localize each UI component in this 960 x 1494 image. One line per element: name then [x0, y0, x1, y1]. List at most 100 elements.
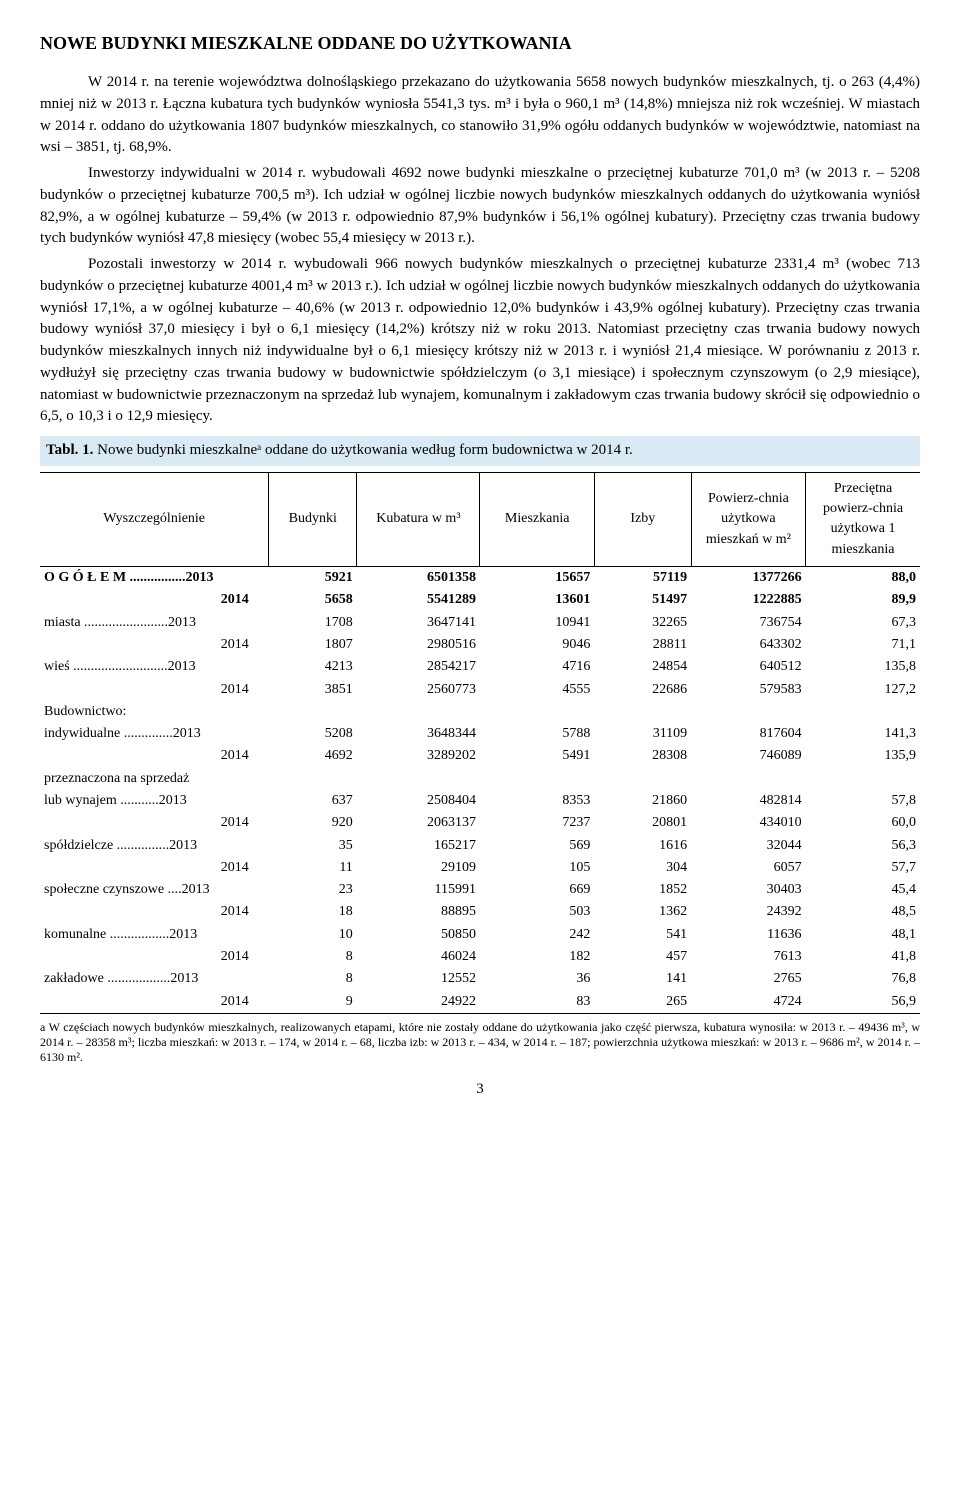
row-cell — [691, 701, 805, 723]
row-cell: 29109 — [357, 857, 480, 879]
row-cell: 3289202 — [357, 745, 480, 767]
row-cell: 2980516 — [357, 634, 480, 656]
row-cell: 8 — [269, 946, 357, 968]
table-row: 201438512560773455522686579583127,2 — [40, 679, 920, 701]
table-caption-body: Nowe budynki mieszkalneᵃ oddane do użytk… — [97, 442, 633, 458]
row-cell: 23 — [269, 879, 357, 901]
row-cell — [480, 701, 594, 723]
row-label: 2014 — [40, 946, 269, 968]
row-cell — [806, 701, 920, 723]
row-cell: 32265 — [594, 612, 691, 634]
row-cell: 32044 — [691, 835, 805, 857]
row-cell: 640512 — [691, 656, 805, 678]
row-cell: 7613 — [691, 946, 805, 968]
para-1: W 2014 r. na terenie województwa dolnośl… — [40, 72, 920, 159]
col-header-4: Izby — [594, 472, 691, 566]
row-label: społeczne czynszowe ....2013 — [40, 879, 269, 901]
page-number: 3 — [40, 1079, 920, 1101]
row-cell: 88895 — [357, 901, 480, 923]
row-cell: 637 — [269, 790, 357, 812]
row-cell: 2854217 — [357, 656, 480, 678]
table-row: 2014846024182457761341,8 — [40, 946, 920, 968]
row-cell: 24922 — [357, 991, 480, 1014]
row-cell: 817604 — [691, 723, 805, 745]
row-label: wieś ...........................2013 — [40, 656, 269, 678]
row-cell: 2765 — [691, 968, 805, 990]
row-label: komunalne .................2013 — [40, 924, 269, 946]
row-cell: 83 — [480, 991, 594, 1014]
table-row: spółdzielcze ...............201335165217… — [40, 835, 920, 857]
col-header-2: Kubatura w m³ — [357, 472, 480, 566]
row-cell: 3648344 — [357, 723, 480, 745]
row-cell: 736754 — [691, 612, 805, 634]
row-cell: 89,9 — [806, 589, 920, 611]
row-cell: 60,0 — [806, 812, 920, 834]
row-cell: 2508404 — [357, 790, 480, 812]
row-cell: 10 — [269, 924, 357, 946]
table-caption-prefix: Tabl. 1. — [46, 442, 97, 458]
row-cell — [806, 768, 920, 790]
row-cell: 20801 — [594, 812, 691, 834]
row-cell: 4692 — [269, 745, 357, 767]
row-cell: 242 — [480, 924, 594, 946]
row-label: 2014 — [40, 812, 269, 834]
row-cell: 48,1 — [806, 924, 920, 946]
row-cell: 1616 — [594, 835, 691, 857]
row-cell: 8353 — [480, 790, 594, 812]
row-label: 2014 — [40, 857, 269, 879]
row-cell: 28308 — [594, 745, 691, 767]
row-cell: 5788 — [480, 723, 594, 745]
row-cell: 12552 — [357, 968, 480, 990]
row-cell: 67,3 — [806, 612, 920, 634]
row-cell — [594, 701, 691, 723]
row-cell: 1708 — [269, 612, 357, 634]
row-cell: 920 — [269, 812, 357, 834]
row-cell: 13601 — [480, 589, 594, 611]
row-cell — [357, 701, 480, 723]
row-cell: 30403 — [691, 879, 805, 901]
col-header-5: Powierz-chnia użytkowa mieszkań w m² — [691, 472, 805, 566]
row-cell: 45,4 — [806, 879, 920, 901]
row-label: lub wynajem ...........2013 — [40, 790, 269, 812]
row-cell: 31109 — [594, 723, 691, 745]
row-cell: 6057 — [691, 857, 805, 879]
table-row: 2014920206313772372080143401060,0 — [40, 812, 920, 834]
table-row: O G Ó Ł E M ................201359216501… — [40, 567, 920, 590]
row-cell: 88,0 — [806, 567, 920, 590]
row-cell: 6501358 — [357, 567, 480, 590]
row-label: O G Ó Ł E M ................2013 — [40, 567, 269, 590]
row-cell: 482814 — [691, 790, 805, 812]
row-cell: 569 — [480, 835, 594, 857]
row-cell: 48,5 — [806, 901, 920, 923]
row-cell: 36 — [480, 968, 594, 990]
row-cell: 50850 — [357, 924, 480, 946]
table-caption: Tabl. 1. Nowe budynki mieszkalneᵃ oddane… — [40, 436, 920, 466]
row-cell: 9 — [269, 991, 357, 1014]
row-label: 2014 — [40, 634, 269, 656]
row-cell: 115991 — [357, 879, 480, 901]
row-cell: 643302 — [691, 634, 805, 656]
row-cell: 579583 — [691, 679, 805, 701]
row-cell: 4716 — [480, 656, 594, 678]
row-cell: 503 — [480, 901, 594, 923]
row-cell: 71,1 — [806, 634, 920, 656]
row-cell: 105 — [480, 857, 594, 879]
table-row: 201492492283265472456,9 — [40, 991, 920, 1014]
row-cell: 8 — [269, 968, 357, 990]
table-row: komunalne .................2013105085024… — [40, 924, 920, 946]
row-cell: 1362 — [594, 901, 691, 923]
row-cell — [594, 768, 691, 790]
row-label: 2014 — [40, 901, 269, 923]
row-cell: 2560773 — [357, 679, 480, 701]
row-cell: 18 — [269, 901, 357, 923]
row-cell — [269, 768, 357, 790]
row-cell: 41,8 — [806, 946, 920, 968]
row-label: miasta ........................2013 — [40, 612, 269, 634]
row-cell: 56,3 — [806, 835, 920, 857]
col-header-1: Budynki — [269, 472, 357, 566]
row-cell: 265 — [594, 991, 691, 1014]
table-row: 20141129109105304605757,7 — [40, 857, 920, 879]
row-label: przeznaczona na sprzedaż — [40, 768, 269, 790]
row-cell: 35 — [269, 835, 357, 857]
row-cell: 1807 — [269, 634, 357, 656]
